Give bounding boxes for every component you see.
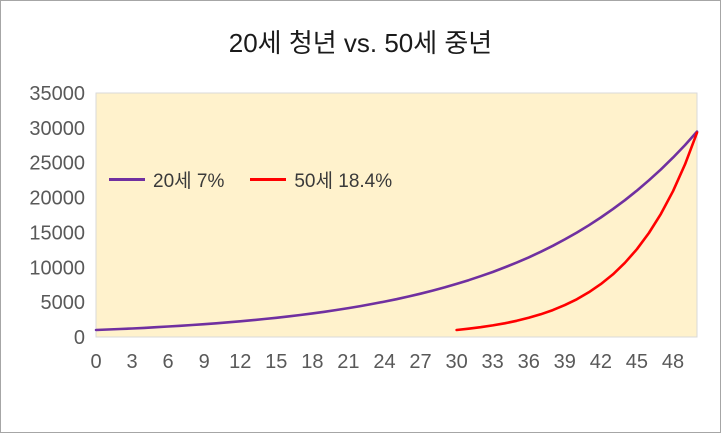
x-tick-label: 39 <box>554 351 576 373</box>
x-tick-label: 6 <box>163 351 174 373</box>
legend: 20세 7% 50세 18.4% <box>109 166 392 192</box>
x-tick-label: 30 <box>445 351 467 373</box>
legend-label: 20세 7% <box>153 170 225 192</box>
x-tick-label: 9 <box>199 351 210 373</box>
legend-label: 50세 18.4% <box>294 170 393 192</box>
plot-background <box>95 92 698 338</box>
series-line-0 <box>94 130 699 332</box>
y-tick-label: 35000 <box>29 83 85 105</box>
x-tick-label: 24 <box>373 351 395 373</box>
legend-line-icon <box>250 177 287 181</box>
chart-title: 20세 청년 vs. 50세 중년 <box>228 28 493 58</box>
y-tick-label: 0 <box>74 327 85 349</box>
x-tick-label: 3 <box>126 351 137 373</box>
y-tick-label: 10000 <box>29 257 85 279</box>
y-tick-label: 15000 <box>29 222 85 244</box>
x-tick-label: 33 <box>482 351 504 373</box>
x-tick-label: 18 <box>301 351 323 373</box>
series-line-1 <box>455 131 699 332</box>
x-tick-label: 12 <box>229 351 251 373</box>
legend-item-series-0: 20세 7% <box>109 166 224 193</box>
y-tick-label: 20000 <box>29 188 85 210</box>
y-tick-label: 25000 <box>29 153 85 175</box>
x-tick-label: 36 <box>518 351 540 373</box>
x-tick-label: 21 <box>337 351 359 373</box>
x-tick-label: 45 <box>626 351 648 373</box>
legend-item-series-1: 50세 18.4% <box>250 166 392 193</box>
x-tick-label: 0 <box>90 351 101 373</box>
x-tick-label: 27 <box>409 351 431 373</box>
y-tick-label: 5000 <box>41 292 86 314</box>
x-tick-label: 15 <box>265 351 287 373</box>
legend-line-icon <box>109 177 145 181</box>
x-tick-label: 42 <box>590 351 612 373</box>
x-tick-label: 48 <box>662 351 684 373</box>
y-tick-label: 30000 <box>29 118 85 140</box>
